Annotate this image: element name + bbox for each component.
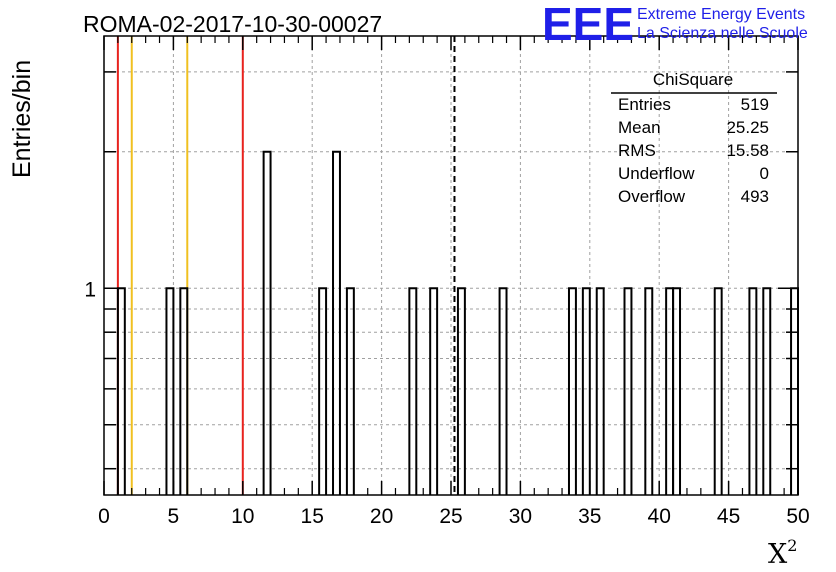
histogram-bar [165,287,175,495]
histogram-bar [456,287,466,495]
x-tick-label: 35 [578,505,601,528]
brand-line-1: Extreme Energy Events [637,6,805,23]
stats-value-underflow: 0 [760,164,769,183]
histogram-bar [179,287,189,495]
stats-label-rms: RMS [618,141,656,160]
histogram-bar [762,287,772,495]
stats-label-mean: Mean [618,118,661,137]
y-axis-label: Entries/bin [8,60,36,178]
histogram-bar [429,287,439,495]
histogram-bar [672,287,682,495]
stats-box: ChiSquare Entries 519 Mean 25.25 RMS 15.… [611,70,777,206]
histogram-bar [713,287,723,495]
x-tick-label: 15 [301,505,324,528]
stats-label-entries: Entries [618,95,671,114]
histogram-bar [644,287,654,495]
stats-value-entries: 519 [741,95,769,114]
histogram-bar [332,150,341,495]
histogram-bar [748,287,758,495]
histogram-bar [623,287,633,495]
axis-ticks [103,36,799,495]
x-tick-label: 30 [509,505,532,528]
histogram-bar [345,287,355,495]
histogram-bar [318,287,328,495]
histogram-bar [567,287,577,495]
brand-line-2: La Scienza nelle Scuole [637,25,808,42]
stats-label-underflow: Underflow [618,164,695,183]
x-tick-labels: 0 5 10 15 20 25 30 35 40 45 50 [98,505,810,528]
x-tick-label: 45 [717,505,740,528]
reference-lines [116,36,456,495]
histogram-bar [665,287,675,495]
eee-logo: EEE [542,0,634,50]
x-tick-label: 20 [370,505,393,528]
histogram-bar [408,287,418,495]
histogram-bar [498,287,508,495]
x-tick-label: 40 [648,505,671,528]
histogram-bar [116,287,126,495]
stats-label-overflow: Overflow [618,187,686,206]
grid-lines [104,36,798,495]
x-tick-label: 25 [439,505,462,528]
x-tick-label: 5 [168,505,180,528]
histogram-bars [116,150,799,495]
histogram-bar [262,150,272,495]
x-axis-label: X2 [768,536,797,570]
stats-value-rms: 15.58 [726,141,769,160]
stats-title: ChiSquare [653,70,733,89]
x-tick-label: 0 [98,505,110,528]
y-tick-labels: 1 [84,278,96,301]
stats-value-mean: 25.25 [726,118,769,137]
stats-value-overflow: 493 [741,187,769,206]
x-tick-label: 50 [786,505,809,528]
histogram-bar [790,287,799,495]
chart-title: ROMA-02-2017-10-30-00027 [83,11,382,37]
histogram-bar [581,287,591,495]
histogram-bar [595,287,605,495]
x-tick-label: 10 [231,505,254,528]
y-tick-label: 1 [84,278,96,301]
